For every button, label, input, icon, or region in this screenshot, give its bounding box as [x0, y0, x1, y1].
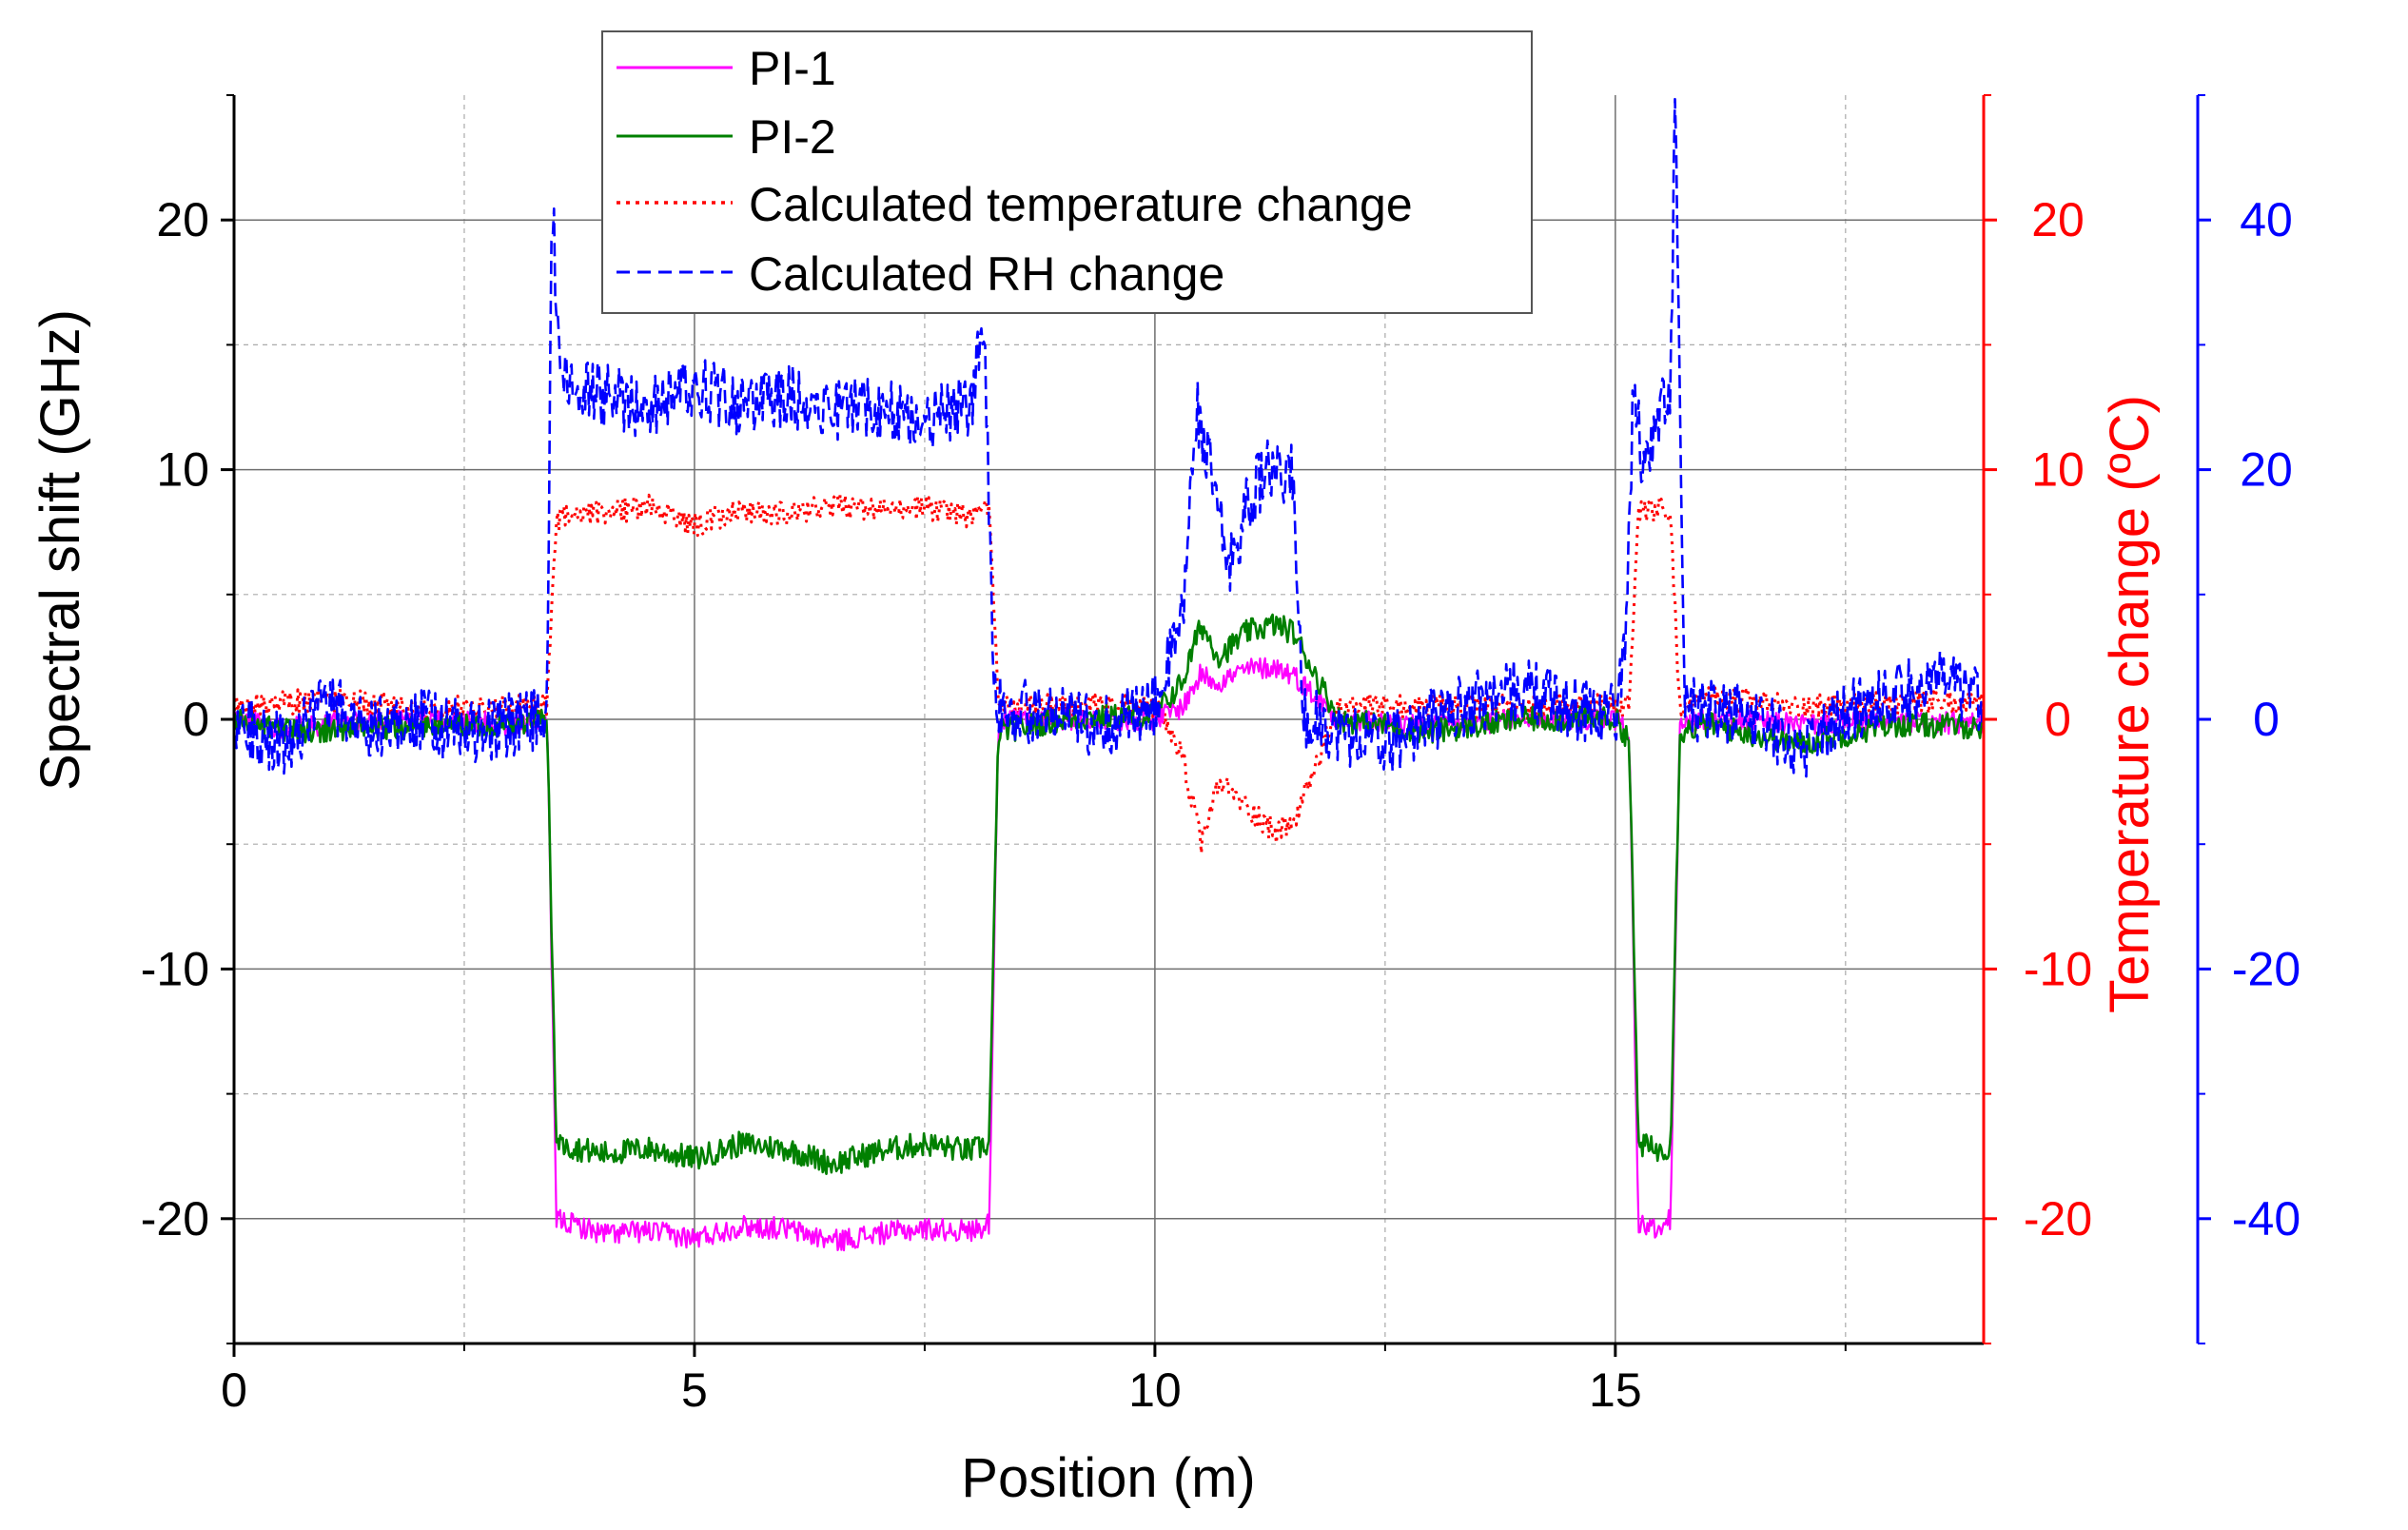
tick-labels: -20 -10 0 10 20 0 5 10 15 -20 -10 0 10 20 -40 -20 0 20 40 — [141, 193, 2300, 1417]
legend-label-rh: Calculated RH change — [749, 247, 1224, 301]
axes — [221, 94, 2211, 1357]
legend-label-pi2: PI-2 — [749, 110, 836, 164]
x-tick-label: 5 — [681, 1363, 708, 1417]
x-tick-label: 15 — [1589, 1363, 1642, 1417]
y-temp-tick-label: 20 — [2031, 193, 2085, 246]
y-rh-tick-label: -40 — [2232, 1192, 2300, 1246]
y-temp-tick-label: -20 — [2024, 1192, 2092, 1246]
y-axis-title-left: Spectral shift (GHz) — [29, 309, 91, 791]
y-temp-tick-label: 0 — [2045, 693, 2071, 746]
legend-box — [601, 30, 1533, 314]
y-left-tick-label: -20 — [141, 1192, 209, 1246]
y-rh-tick-label: 0 — [2253, 693, 2280, 746]
legend-label-pi1: PI-1 — [749, 42, 836, 95]
y-left-tick-label: 20 — [156, 193, 209, 246]
y-left-tick-label: 0 — [183, 693, 209, 746]
series-rh-line — [233, 97, 1986, 778]
y-rh-tick-label: 40 — [2240, 193, 2293, 246]
y-left-tick-label: -10 — [141, 942, 209, 995]
series-group — [232, 97, 1986, 1252]
y-rh-tick-label: 20 — [2240, 443, 2293, 497]
legend-label-temperature: Calculated temperature change — [749, 178, 1413, 231]
x-tick-label: 0 — [221, 1363, 247, 1417]
x-tick-label: 10 — [1128, 1363, 1182, 1417]
y-temp-tick-label: 10 — [2031, 443, 2085, 497]
x-axis-title: Position (m) — [961, 1447, 1255, 1509]
legend: PI-1 PI-2 Calculated temperature change … — [601, 30, 1533, 314]
y-axis-title-temperature: Temperature change (ºC) — [2099, 395, 2161, 1013]
y-rh-tick-label: -20 — [2232, 942, 2300, 995]
series-temperature-line — [232, 492, 1986, 855]
y-temp-tick-label: -10 — [2024, 942, 2092, 995]
y-left-tick-label: 10 — [156, 443, 209, 497]
